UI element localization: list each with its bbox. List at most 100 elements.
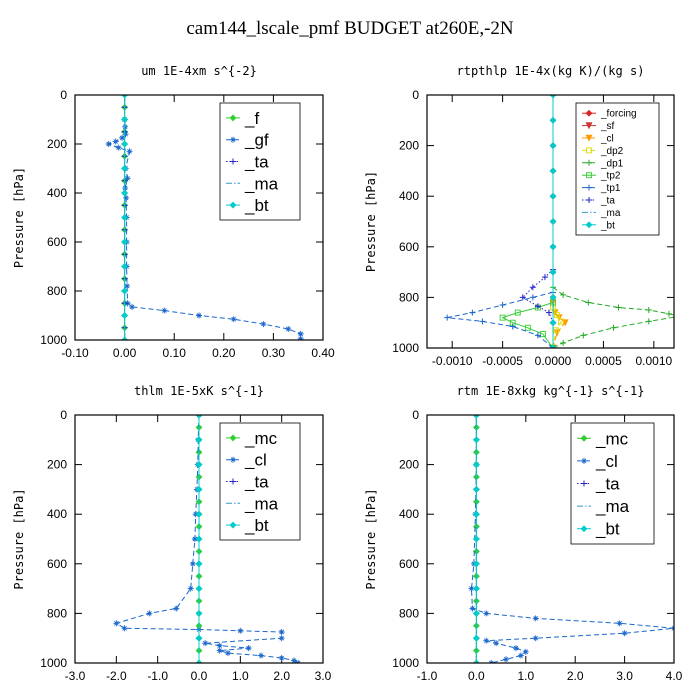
data-point-bt	[472, 485, 480, 493]
data-point-cl	[202, 640, 209, 647]
series-line-dp1	[552, 286, 674, 348]
legend-label: _ta	[600, 196, 615, 207]
data-point-gf	[285, 325, 292, 332]
data-point-bt	[549, 167, 557, 175]
legend-entry: _bt	[577, 520, 620, 539]
chart-title: um 1E-4xm s^{-2}	[141, 64, 257, 78]
y-tick-label: 1000	[40, 333, 67, 347]
data-point-tp1	[479, 318, 486, 325]
data-point-gf	[123, 194, 130, 201]
data-point-ta	[541, 274, 548, 281]
legend-marker	[586, 147, 592, 154]
legend-entry: _tp1	[582, 183, 621, 194]
data-point-cl	[216, 642, 223, 649]
x-tick-label: -1.0	[147, 669, 168, 683]
data-point-bt	[195, 461, 203, 469]
chart-panel-1: um 1E-4xm s^{-2} Pressure [hPa] 0 200 400 600…	[12, 64, 335, 360]
x-tick-label: 0.10	[163, 346, 187, 360]
series-line-ta	[521, 269, 554, 323]
legend: _f _gf _ta _ma _bt	[219, 102, 301, 221]
data-point-cl	[173, 605, 180, 612]
legend-label: _forcing	[600, 109, 637, 120]
data-point-bt	[472, 535, 480, 543]
data-point-bt	[195, 535, 203, 543]
legend-label: _bt	[244, 516, 269, 535]
legend-marker	[585, 109, 593, 117]
data-point-ta	[529, 284, 536, 291]
data-point-cl	[468, 585, 475, 592]
data-point-bt	[195, 485, 203, 493]
y-tick-label: 0	[60, 88, 67, 102]
data-point-bt	[549, 116, 557, 124]
legend-label: _bt	[595, 520, 620, 539]
legend-marker	[586, 159, 592, 166]
legend-entry: _mc	[577, 429, 629, 448]
legend-marker	[229, 434, 237, 442]
x-tick-label: 1.0	[517, 669, 534, 683]
chart-panel-2: rtpthlp 1E-4x(kg K)/(kg s) Pressure [hPa]…	[364, 64, 675, 368]
data-point-tp2	[524, 324, 531, 331]
data-point-bt	[121, 116, 129, 123]
data-point-bt	[121, 336, 129, 340]
data-point-bt	[549, 218, 557, 225]
data-point-bt	[549, 319, 557, 327]
data-point-bt	[472, 609, 480, 617]
data-point-cl	[517, 652, 524, 659]
plot-frame	[426, 94, 675, 349]
legend: _mc _cl _ta _ma _bt	[219, 422, 301, 541]
y-axis-label: Pressure [hPa]	[12, 167, 26, 268]
legend-marker	[230, 136, 236, 143]
y-tick-label: 800	[47, 606, 67, 620]
data-point-gf	[196, 312, 202, 319]
data-point-ta	[545, 309, 552, 316]
data-point-gf	[124, 283, 131, 290]
data-point-cl	[291, 657, 298, 663]
legend: _forcing_sf _cl_dp2_dp1 _tp2_tp1 _ta_ma_bt	[575, 102, 660, 236]
data-point-cl	[191, 536, 198, 542]
data-point-bt	[472, 659, 480, 663]
data-point-cl	[278, 629, 285, 635]
y-tick-label: 1000	[392, 341, 419, 355]
legend-entry: _ta	[582, 196, 615, 207]
data-point-dp2	[554, 312, 561, 319]
data-point-bt	[549, 192, 557, 200]
data-point-dp1	[665, 310, 672, 317]
legend-entry: _cl	[577, 452, 618, 471]
data-point-bt	[472, 461, 480, 469]
data-point-gf	[297, 330, 304, 337]
legend-label: _tp1	[600, 183, 621, 194]
y-tick-label: 600	[47, 557, 67, 571]
y-tick-label: 200	[47, 458, 67, 472]
data-point-cl	[503, 656, 510, 663]
data-point-bt	[195, 609, 203, 617]
data-point-cl	[216, 647, 223, 654]
y-tick-label: 0	[412, 408, 419, 422]
data-point-bt	[121, 312, 129, 319]
data-point-bt	[121, 214, 129, 221]
legend-marker	[229, 521, 237, 529]
data-point-bt	[121, 95, 129, 99]
legend-label: _ma	[600, 208, 621, 219]
data-point-tp1	[529, 294, 536, 301]
x-tick-label: 0.0005	[585, 354, 622, 368]
legend-marker	[580, 525, 588, 533]
legend-marker	[229, 201, 237, 209]
chart-title: thlm 1E-5xK s^{-1}	[134, 384, 264, 398]
x-tick-label: -3.0	[65, 669, 86, 683]
y-tick-label: 400	[47, 507, 67, 521]
data-point-cl	[245, 645, 252, 652]
y-axis-label: Pressure [hPa]	[364, 171, 378, 272]
data-point-tp1	[469, 309, 476, 316]
y-tick-label: 800	[47, 284, 67, 298]
legend-entry: _ma	[577, 497, 630, 516]
legend-marker	[585, 221, 593, 229]
data-point-cl	[512, 645, 519, 652]
chart-title: rtpthlp 1E-4x(kg K)/(kg s)	[457, 64, 645, 78]
data-point-dp1	[610, 324, 617, 331]
data-point-cl	[469, 605, 476, 612]
legend-label: _cl	[600, 134, 614, 145]
data-point-dp1	[645, 307, 652, 314]
legend-entry: _dp2	[582, 146, 624, 157]
legend-label: _cl	[244, 451, 267, 470]
